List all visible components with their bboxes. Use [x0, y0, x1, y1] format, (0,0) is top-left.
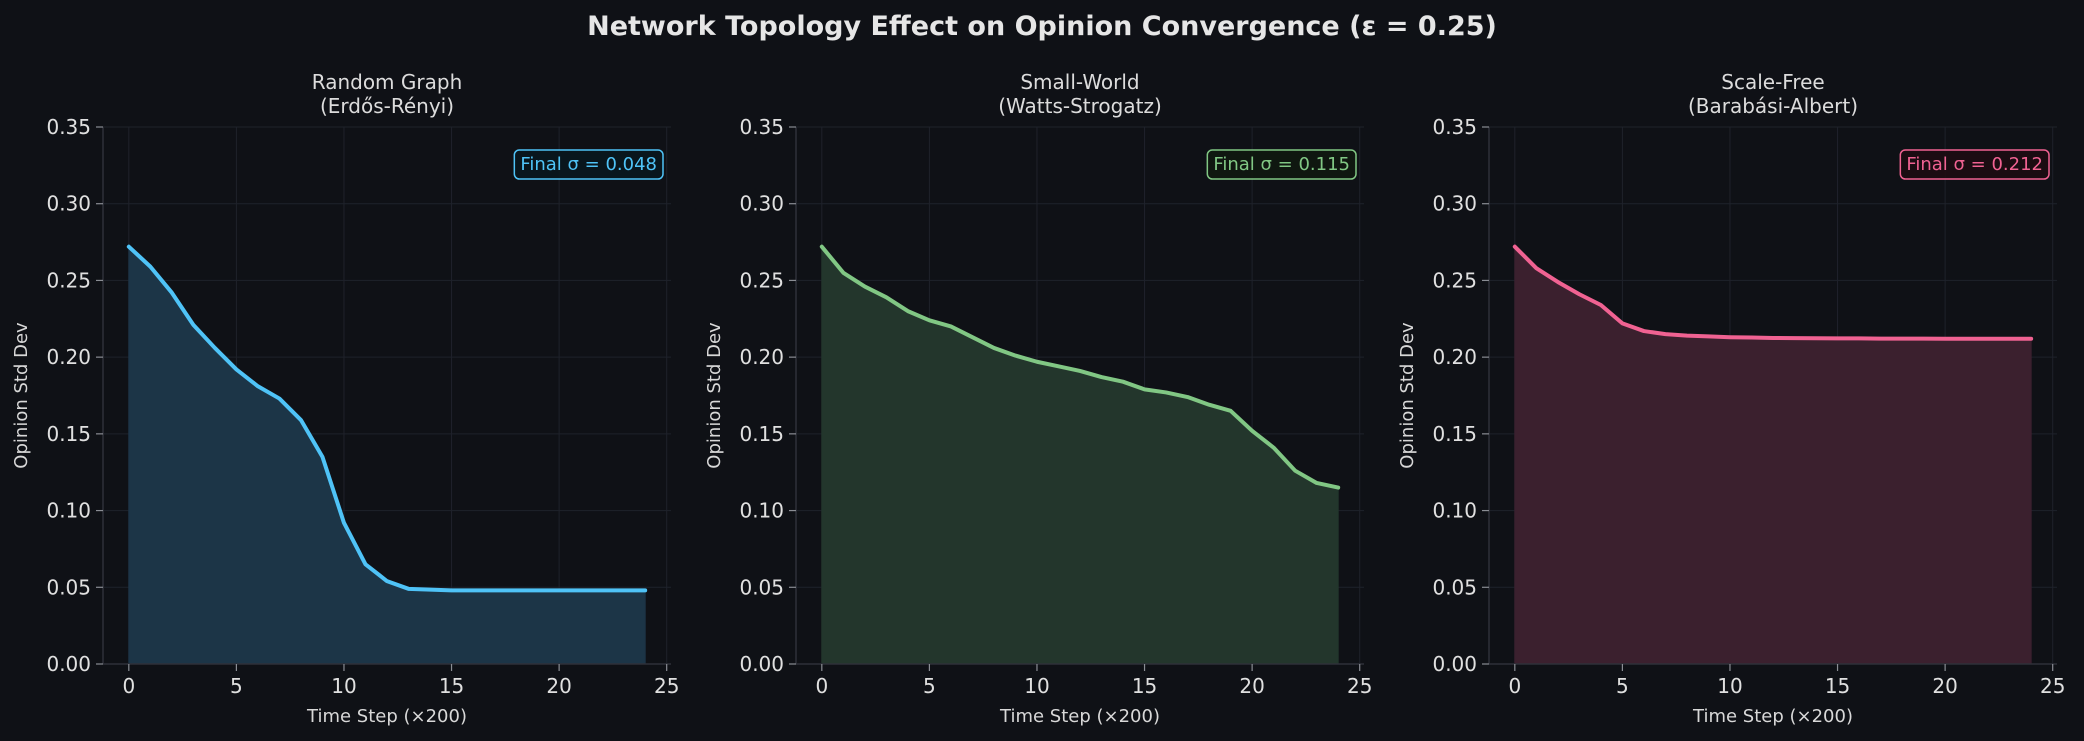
x-tick-label: 20: [1932, 674, 1957, 698]
panel-2: 0 5 10 15 20 25 0.00 0.05 0.10 0.15 0.20 0.25 0.30 0.…: [704, 70, 1372, 727]
y-tick-label: 0.30: [739, 192, 784, 216]
x-tick-label: 25: [654, 674, 679, 698]
x-axis-label: Time Step (×200): [999, 706, 1160, 727]
x-axis-label: Time Step (×200): [1692, 706, 1853, 727]
x-tick-label: 5: [1616, 674, 1629, 698]
y-tick-label: 0.05: [739, 575, 784, 599]
annotation-text: Final σ = 0.115: [1213, 154, 1350, 175]
y-axis-label: Opinion Std Dev: [1397, 322, 1418, 469]
annotation-box: [1899, 149, 2050, 180]
figure-title: Network Topology Effect on Opinion Conve…: [587, 11, 1497, 42]
x-tick-label: 15: [1132, 674, 1157, 698]
y-tick-label: 0.05: [1432, 575, 1477, 599]
area-fill: [821, 245, 1339, 665]
x-tick-label: 15: [1825, 674, 1850, 698]
x-tick-label: 15: [439, 674, 464, 698]
y-axis-label: Opinion Std Dev: [704, 322, 725, 469]
y-tick-label: 0.00: [46, 652, 91, 676]
annotation-text: Final σ = 0.048: [520, 154, 657, 175]
y-tick-label: 0.35: [46, 115, 91, 139]
x-axis-label: Time Step (×200): [306, 706, 467, 727]
y-tick-label: 0.30: [46, 192, 91, 216]
x-tick-label: 5: [923, 674, 936, 698]
area-fill: [128, 245, 646, 665]
panel-3: 0 5 10 15 20 25 0.00 0.05 0.10 0.15 0.20 0.25 0.30 0.…: [1397, 70, 2065, 727]
y-tick-label: 0.15: [739, 422, 784, 446]
annotation-box: [1206, 149, 1357, 180]
y-tick-label: 0.15: [1432, 422, 1477, 446]
y-tick-label: 0.35: [739, 115, 784, 139]
y-tick-label: 0.00: [1432, 652, 1477, 676]
final-sigma-annotation: Final σ = 0.048: [513, 149, 664, 180]
y-tick-label: 0.25: [1432, 268, 1477, 292]
x-tick-label: 20: [546, 674, 571, 698]
panel-1: 0 5 10 15 20 25 0.00 0.05 0.10 0.15 0.20 0.25 0.30 0.…: [11, 70, 679, 727]
x-tick-label: 25: [1347, 674, 1372, 698]
x-tick-label: 10: [1717, 674, 1742, 698]
annotation-box: [513, 149, 664, 180]
y-tick-label: 0.10: [46, 499, 91, 523]
x-tick-label: 10: [1024, 674, 1049, 698]
panel-title-line1: Small-World: [1020, 70, 1139, 94]
y-tick-label: 0.00: [739, 652, 784, 676]
y-tick-label: 0.20: [739, 345, 784, 369]
x-tick-label: 20: [1239, 674, 1264, 698]
x-tick-label: 0: [815, 674, 828, 698]
x-tick-label: 0: [122, 674, 135, 698]
x-tick-label: 25: [2040, 674, 2065, 698]
x-tick-label: 10: [331, 674, 356, 698]
panel-title-line2: (Erdős-Rényi): [320, 94, 454, 118]
final-sigma-annotation: Final σ = 0.115: [1206, 149, 1357, 180]
y-tick-label: 0.10: [1432, 499, 1477, 523]
area-fill: [1514, 245, 2032, 665]
panel-title-line1: Random Graph: [312, 70, 463, 94]
y-tick-label: 0.25: [739, 268, 784, 292]
y-tick-label: 0.20: [1432, 345, 1477, 369]
y-tick-label: 0.35: [1432, 115, 1477, 139]
y-tick-label: 0.20: [46, 345, 91, 369]
x-tick-label: 0: [1508, 674, 1521, 698]
panel-title-line2: (Watts-Strogatz): [998, 94, 1162, 118]
annotation-text: Final σ = 0.212: [1906, 154, 2043, 175]
y-tick-label: 0.05: [46, 575, 91, 599]
final-sigma-annotation: Final σ = 0.212: [1899, 149, 2050, 180]
y-tick-label: 0.25: [46, 268, 91, 292]
x-tick-label: 5: [230, 674, 243, 698]
y-tick-label: 0.15: [46, 422, 91, 446]
y-tick-label: 0.30: [1432, 192, 1477, 216]
panel-title-line2: (Barabási-Albert): [1688, 94, 1858, 118]
y-tick-label: 0.10: [739, 499, 784, 523]
y-axis-label: Opinion Std Dev: [11, 322, 32, 469]
panel-title-line1: Scale-Free: [1721, 70, 1824, 94]
